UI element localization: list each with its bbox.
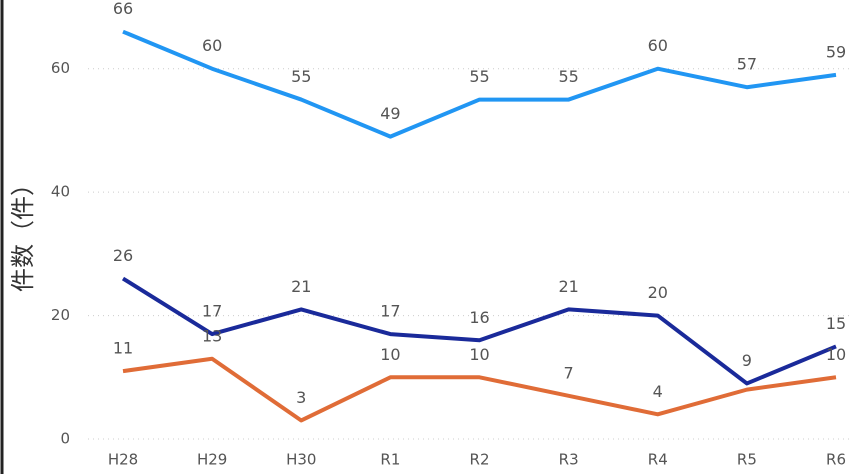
data-label: 17	[202, 302, 222, 321]
data-label: 55	[558, 67, 578, 86]
series-line	[122, 29, 837, 139]
data-label: 21	[291, 277, 311, 296]
data-label: 16	[469, 308, 489, 327]
data-label: 10	[380, 345, 400, 364]
data-label: 15	[826, 314, 846, 333]
data-label: 60	[202, 36, 222, 55]
x-tick-label: R3	[559, 451, 579, 469]
data-label: 60	[648, 36, 668, 55]
data-label: 10	[469, 345, 489, 364]
y-tick-label: 0	[60, 430, 70, 448]
data-label: 21	[558, 277, 578, 296]
series-line	[122, 356, 837, 423]
data-label: 20	[648, 283, 668, 302]
data-label: 3	[296, 388, 306, 407]
x-tick-label: R4	[648, 451, 668, 469]
data-label: 13	[202, 326, 222, 345]
x-tick-label: R2	[470, 451, 490, 469]
data-label: 4	[653, 382, 663, 401]
data-label: 49	[380, 104, 400, 123]
data-label: 66	[113, 0, 133, 18]
x-tick-label: H28	[108, 451, 138, 469]
data-label: 55	[291, 67, 311, 86]
x-tick-label: H30	[286, 451, 316, 469]
data-label: 26	[113, 246, 133, 265]
data-label: 11	[113, 339, 133, 358]
data-label: 9	[742, 351, 752, 370]
y-tick-label: 60	[51, 59, 70, 77]
y-tick-label: 20	[51, 306, 70, 324]
y-tick-label: 40	[51, 183, 70, 201]
data-label: 10	[826, 345, 846, 364]
data-label: 57	[737, 55, 757, 74]
data-label: 17	[380, 302, 400, 321]
data-label: 7	[564, 363, 574, 382]
series-line	[121, 276, 837, 386]
x-tick-label: R6	[826, 451, 846, 469]
x-tick-label: H29	[197, 451, 227, 469]
y-axis-label: 件数（件）	[9, 172, 37, 292]
data-label: 59	[826, 42, 846, 61]
x-tick-label: R5	[737, 451, 757, 469]
x-tick-label: R1	[380, 451, 400, 469]
data-label: 55	[469, 67, 489, 86]
